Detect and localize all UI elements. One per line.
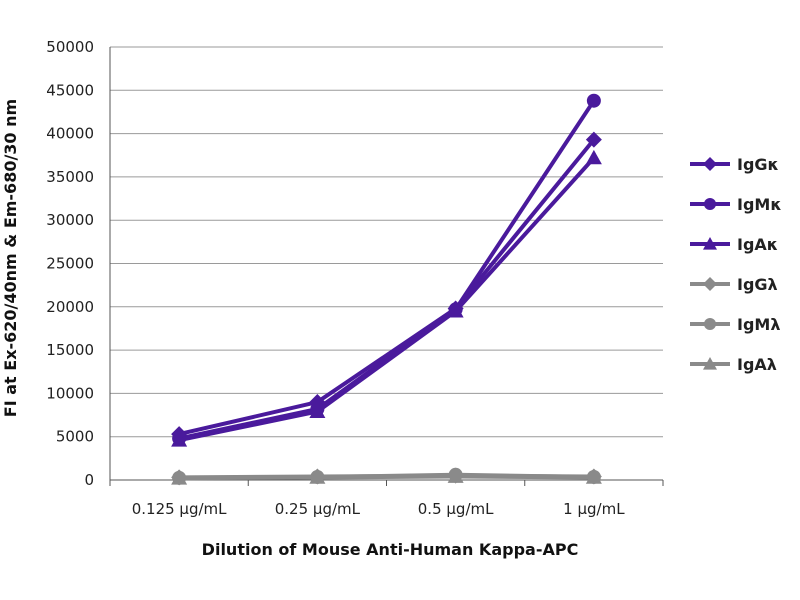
y-tick-label: 5000 xyxy=(56,428,94,446)
legend-item: IgAκ xyxy=(690,235,778,254)
series-1 xyxy=(172,93,601,446)
data-point-triangle xyxy=(703,237,717,250)
data-point-diamond xyxy=(585,131,602,148)
y-tick-label: 0 xyxy=(84,471,94,489)
data-point-triangle xyxy=(171,432,188,447)
data-point-circle xyxy=(704,318,716,330)
data-point-triangle xyxy=(585,469,602,484)
data-point-triangle xyxy=(309,469,326,484)
series-line xyxy=(178,138,596,437)
y-tick-label: 15000 xyxy=(46,341,94,359)
x-tick-label: 0.25 µg/mL xyxy=(275,500,361,518)
y-tick-label: 35000 xyxy=(46,168,94,186)
legend-label: IgMλ xyxy=(737,315,780,334)
gridlines xyxy=(109,46,663,481)
series-2 xyxy=(171,149,602,447)
x-axis-ticks: 0.125 µg/mL 0.25 µg/mL 0.5 µg/mL 1 µg/mL xyxy=(109,480,664,518)
legend-item: IgGλ xyxy=(690,275,778,294)
data-point-triangle xyxy=(585,149,602,165)
legend-label: IgMκ xyxy=(737,195,782,214)
y-tick-label: 40000 xyxy=(46,125,94,143)
data-point-circle xyxy=(586,93,601,108)
data-point-triangle xyxy=(703,357,717,370)
series-5 xyxy=(171,468,602,485)
legend-item: IgAλ xyxy=(690,355,777,374)
series-line xyxy=(178,156,596,443)
data-point-diamond xyxy=(703,157,717,171)
x-tick-label: 0.5 µg/mL xyxy=(418,500,494,518)
series-0 xyxy=(171,131,602,443)
y-tick-label: 30000 xyxy=(46,211,94,229)
legend-label: IgGκ xyxy=(737,155,779,174)
y-tick-label: 45000 xyxy=(46,81,94,99)
data-point-triangle xyxy=(447,468,464,483)
data-point-triangle xyxy=(309,403,326,418)
legend-item: IgGκ xyxy=(690,155,779,174)
x-tick-label: 0.125 µg/mL xyxy=(132,500,227,518)
y-tick-label: 20000 xyxy=(46,298,94,316)
series-line xyxy=(178,99,596,441)
y-tick-label: 10000 xyxy=(46,384,94,402)
legend-label: IgAκ xyxy=(737,235,778,254)
series-line xyxy=(179,474,594,481)
data-point-circle xyxy=(704,198,716,210)
data-point-diamond xyxy=(703,277,717,291)
y-tick-label: 25000 xyxy=(46,255,94,273)
legend-label: IgGλ xyxy=(737,275,778,294)
series-lines xyxy=(171,93,602,486)
x-axis-title: Dilution of Mouse Anti-Human Kappa-APC xyxy=(202,540,579,559)
legend-item: IgMκ xyxy=(690,195,782,214)
y-axis-title: FI at Ex-620/40nm & Em-680/30 nm xyxy=(1,99,20,417)
y-axis-ticks: 0 5000 10000 15000 20000 25000 30000 35000 40000… xyxy=(46,38,94,489)
x-tick-label: 1 µg/mL xyxy=(563,500,625,518)
y-tick-label: 50000 xyxy=(46,38,94,56)
data-point-triangle xyxy=(447,303,464,318)
data-point-triangle xyxy=(171,470,188,485)
legend: IgGκ IgMκ IgAκ IgGλ IgMλ IgAλ xyxy=(690,155,782,374)
legend-item: IgMλ xyxy=(690,315,780,334)
legend-label: IgAλ xyxy=(737,355,777,374)
